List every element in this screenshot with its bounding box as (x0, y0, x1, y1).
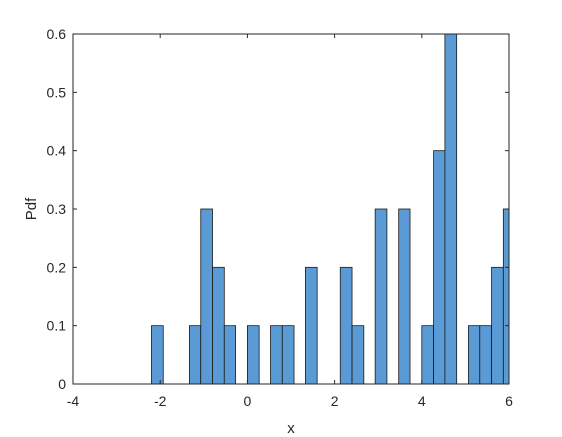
x-tick-label-4: 4 (418, 393, 426, 409)
histogram-bar-4 (223, 325, 237, 385)
histogram-bar-6 (270, 325, 283, 385)
histogram-bar-16 (468, 325, 481, 385)
y-tick-label-3: 0.3 (47, 201, 67, 217)
y-tick-label-2: 0.2 (47, 259, 67, 275)
histogram-bar-19 (502, 208, 510, 385)
plot-frame (72, 33, 510, 385)
histogram-bar-5 (246, 325, 260, 385)
histogram-bar-11 (374, 208, 388, 385)
y-tick-label-0: 0 (58, 376, 66, 392)
histogram-bar-2 (200, 208, 213, 385)
histogram-bar-3 (212, 266, 225, 385)
ticks-group: -4 -2 0 2 4 6 0 0.1 0.2 0.3 0.4 0.5 0.6 (47, 26, 514, 409)
histogram-bar-18 (491, 266, 504, 385)
y-tick-label-1: 0.1 (47, 318, 67, 334)
x-axis-label: x (287, 420, 295, 437)
x-tick-label-1: -2 (154, 393, 167, 409)
histogram-bar-12 (398, 208, 411, 385)
histogram-bar-7 (281, 325, 295, 385)
histogram-bar-10 (351, 325, 365, 385)
histogram-bar-0 (151, 325, 164, 385)
x-tick-label-2: 0 (244, 393, 252, 409)
histogram-bar-17 (479, 325, 492, 385)
x-tick-label-0: -4 (67, 393, 80, 409)
histogram-bar-13 (421, 325, 434, 385)
histogram-bar-9 (339, 266, 353, 385)
y-tick-label-4: 0.4 (47, 143, 67, 159)
x-tick-label-3: 2 (331, 393, 339, 409)
y-axis-label: Pdf (23, 197, 40, 220)
histogram-bar-15 (444, 33, 458, 385)
histogram-bar-14 (433, 150, 446, 385)
histogram-bar-1 (189, 325, 202, 385)
histogram-bar-8 (304, 266, 318, 385)
y-tick-label-5: 0.5 (47, 84, 67, 100)
x-tick-label-5: 6 (505, 393, 513, 409)
y-tick-label-6: 0.6 (47, 26, 67, 42)
